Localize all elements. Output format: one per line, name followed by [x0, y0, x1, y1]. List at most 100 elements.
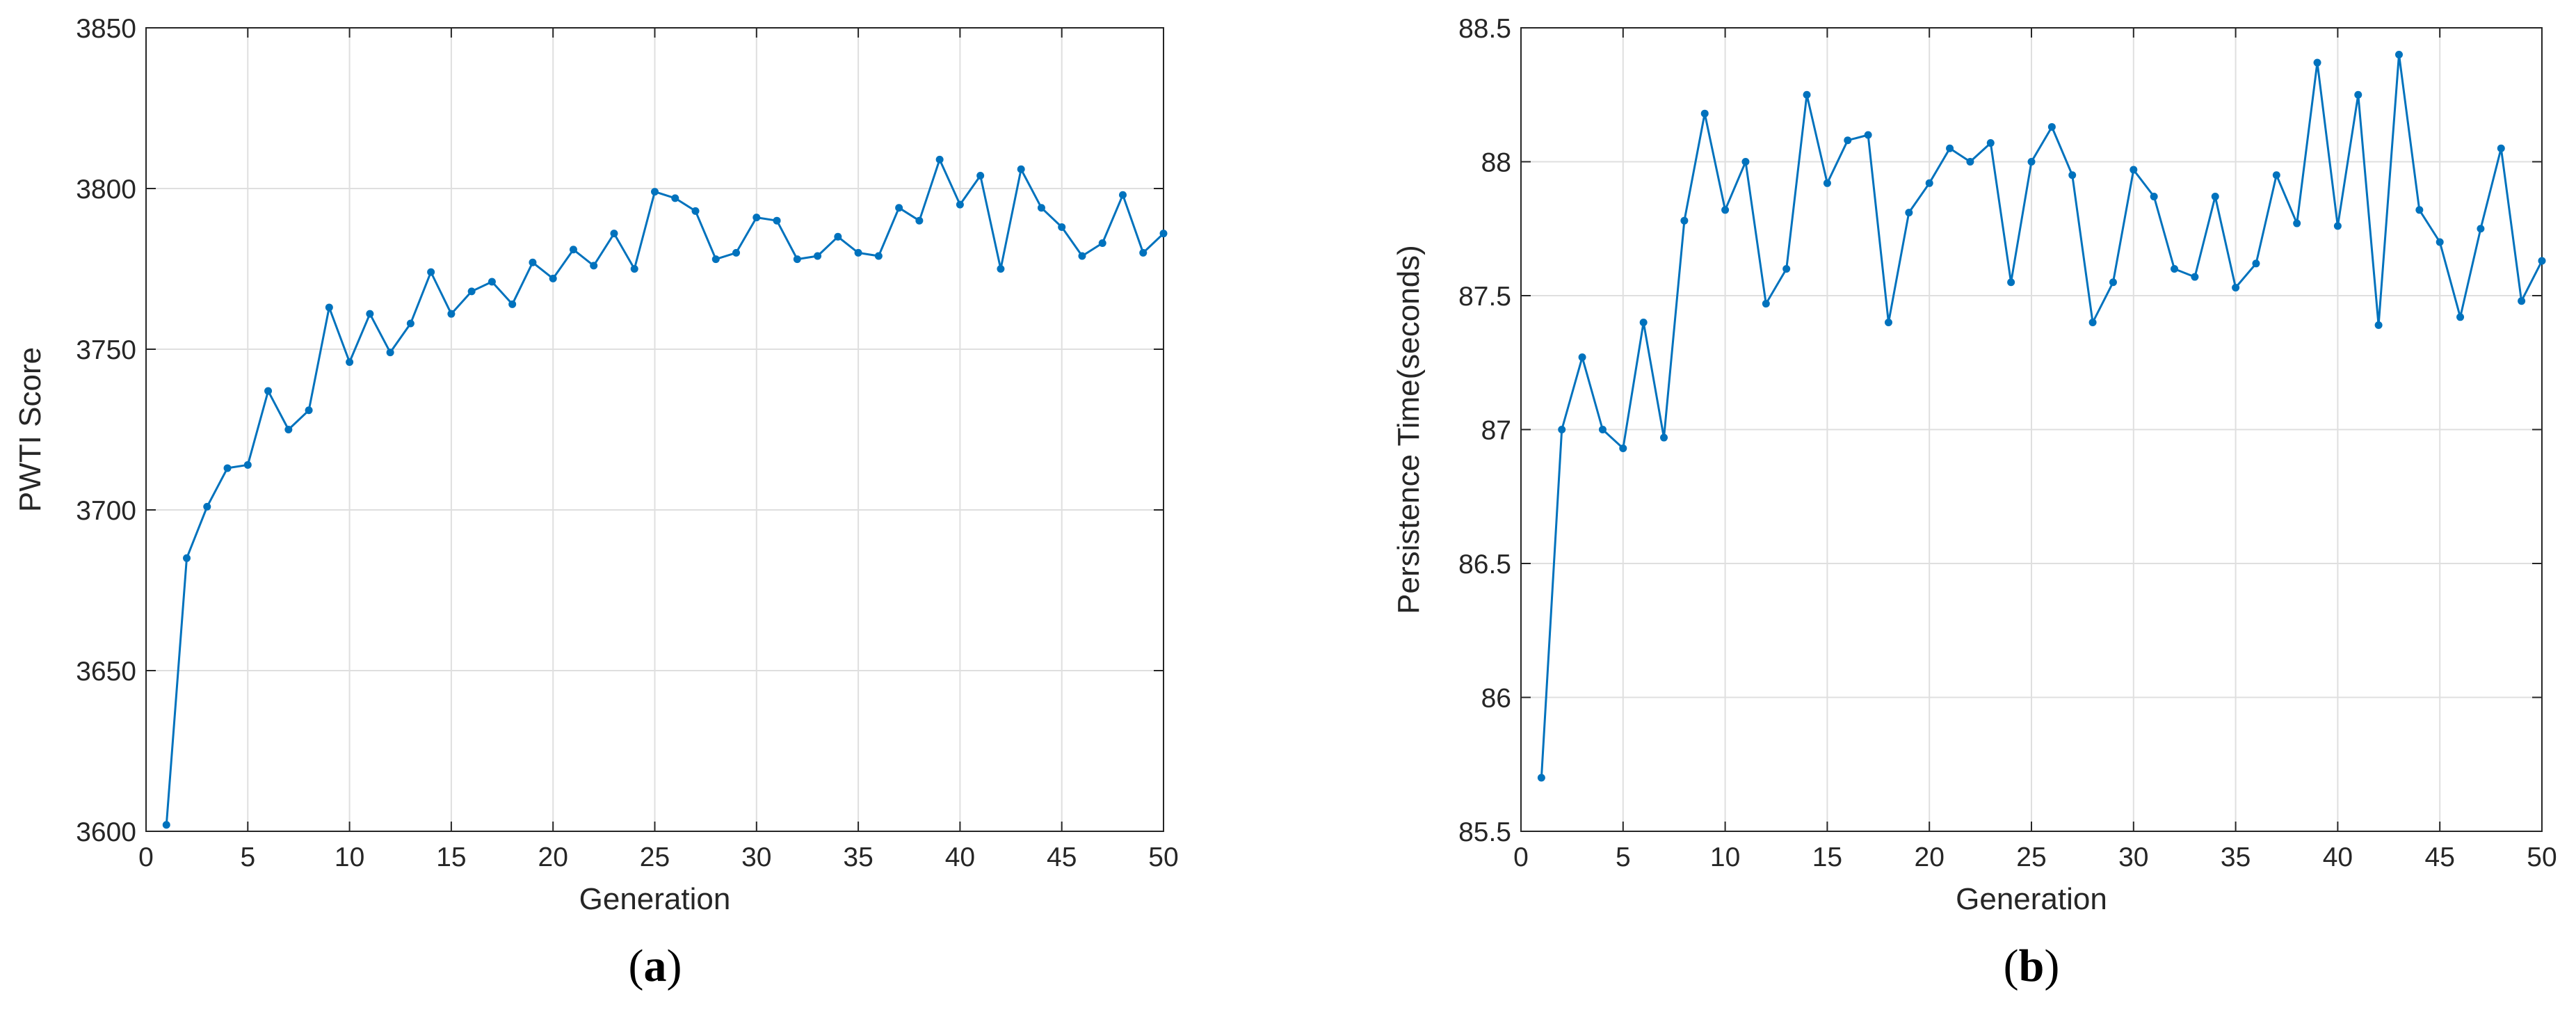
chart-b-y-tick-label-6: 88.5 — [1458, 14, 1511, 44]
chart-b-data-point-37 — [2272, 171, 2280, 179]
chart-b-x-tick-label-2: 10 — [1710, 842, 1740, 872]
chart-a-panel-label: (a) — [629, 941, 682, 991]
chart-a-data-point-25 — [651, 188, 659, 196]
chart-a-data-point-48 — [1118, 191, 1127, 199]
chart-b-data-point-28 — [2088, 319, 2097, 326]
chart-a-data-point-47 — [1098, 239, 1106, 248]
chart-a-y-tick-label-4: 3800 — [76, 175, 136, 205]
chart-a-x-tick-label-3: 15 — [436, 842, 466, 872]
chart-b-y-tick-label-4: 87.5 — [1458, 282, 1511, 312]
chart-a-x-tick-label-9: 45 — [1047, 842, 1077, 872]
chart-b-data-point-45 — [2436, 238, 2444, 246]
chart-a-x-tick-label-2: 10 — [335, 842, 364, 872]
chart-a-data-point-50 — [1159, 230, 1168, 238]
chart-b-data-point-39 — [2313, 58, 2321, 67]
chart-b-data-point-10 — [1721, 206, 1730, 214]
chart-b-y-axis-label: Persistence Time(seconds) — [1392, 245, 1426, 614]
chart-a-data-point-17 — [488, 278, 496, 286]
chart-a-data-point-12 — [386, 349, 394, 357]
chart-b-data-point-22 — [1966, 158, 1974, 166]
chart-b-data-point-27 — [2068, 171, 2077, 179]
chart-a-data-point-22 — [590, 262, 598, 270]
chart-b-data-point-8 — [1680, 216, 1689, 225]
chart-a-data-point-10 — [346, 358, 354, 366]
chart-b-persistence-time: 0 5 10 15 20 25 30 35 40 45 50 85.5 86 86.5 87 87.5 88 88… — [1392, 14, 2557, 991]
chart-a-x-axis-label: Generation — [579, 882, 731, 916]
chart-b-data-point-50 — [2538, 257, 2546, 265]
chart-a-data-point-42 — [997, 265, 1005, 273]
chart-a-pwti-score: 0 5 10 15 20 25 30 35 40 45 50 3600 3650 3700 3750 3800… — [13, 14, 1179, 991]
chart-a-data-point-49 — [1139, 248, 1148, 257]
chart-a-data-point-20 — [549, 274, 557, 282]
chart-a-data-point-41 — [976, 172, 985, 180]
chart-b-y-tick-label-3: 87 — [1481, 416, 1511, 446]
chart-b-data-point-1 — [1537, 774, 1545, 782]
chart-a-y-axis-label: PWTI Score — [13, 347, 47, 512]
chart-a-x-tick-label-5: 25 — [640, 842, 670, 872]
chart-b-x-tick-label-0: 0 — [1513, 842, 1529, 872]
chart-b-x-tick-label-5: 25 — [2016, 842, 2046, 872]
chart-a-data-point-28 — [711, 255, 720, 264]
chart-b-x-tick-label-6: 30 — [2118, 842, 2148, 872]
chart-a-data-point-44 — [1037, 204, 1045, 212]
chart-a-data-point-34 — [834, 232, 842, 241]
chart-a-data-point-15 — [447, 310, 456, 318]
chart-b-data-point-46 — [2456, 313, 2465, 321]
chart-a-data-point-13 — [406, 319, 414, 328]
chart-a-data-point-14 — [427, 268, 435, 276]
chart-a-x-tick-label-7: 35 — [843, 842, 873, 872]
chart-a-data-point-46 — [1078, 252, 1086, 260]
chart-a-data-point-43 — [1017, 165, 1025, 173]
chart-b-data-point-36 — [2252, 259, 2260, 268]
chart-a-series-line-0 — [165, 158, 1165, 825]
chart-b-data-point-32 — [2171, 265, 2179, 273]
chart-a-data-point-39 — [935, 155, 944, 163]
chart-b-data-point-21 — [1946, 144, 1954, 152]
chart-b-data-point-49 — [2518, 297, 2526, 305]
chart-a-data-point-30 — [752, 214, 761, 222]
chart-a-data-point-19 — [529, 258, 537, 266]
chart-a-data-point-37 — [895, 204, 903, 212]
chart-a-x-tick-label-10: 50 — [1148, 842, 1178, 872]
chart-b-data-point-15 — [1823, 179, 1831, 187]
chart-b-data-point-18 — [1884, 319, 1892, 326]
chart-a-data-point-23 — [610, 230, 618, 238]
chart-a-x-tick-label-8: 40 — [945, 842, 975, 872]
chart-b-data-point-33 — [2191, 273, 2199, 281]
chart-b-x-tick-label-9: 45 — [2425, 842, 2455, 872]
chart-a-data-point-1 — [162, 821, 170, 829]
chart-b-series-line-0 — [1540, 54, 2543, 778]
chart-b-data-point-9 — [1700, 109, 1709, 118]
chart-b-data-point-16 — [1844, 136, 1852, 145]
chart-a-data-point-29 — [732, 248, 741, 257]
chart-b-data-point-11 — [1741, 158, 1750, 166]
chart-b-panel-label: (b) — [2004, 941, 2060, 991]
chart-a-data-point-33 — [814, 252, 822, 260]
chart-a-y-tick-label-1: 3650 — [76, 657, 136, 687]
chart-b-data-point-25 — [2027, 158, 2036, 166]
chart-b-data-point-14 — [1803, 90, 1811, 99]
chart-b-data-point-26 — [2047, 122, 2056, 131]
chart-a-data-point-35 — [854, 248, 862, 257]
chart-b-x-tick-label-3: 15 — [1812, 842, 1842, 872]
chart-a-data-point-27 — [691, 207, 700, 215]
chart-b-data-point-2 — [1558, 426, 1566, 433]
chart-b-y-tick-label-5: 88 — [1481, 148, 1511, 178]
chart-a-data-point-7 — [284, 426, 293, 433]
chart-b-data-point-29 — [2109, 278, 2117, 287]
chart-b-x-tick-label-1: 5 — [1616, 842, 1631, 872]
chart-b-data-point-44 — [2415, 206, 2424, 214]
chart-b-data-point-48 — [2497, 144, 2505, 152]
chart-b-data-point-5 — [1619, 444, 1627, 452]
chart-b-data-point-20 — [1925, 179, 1933, 187]
chart-a-data-point-4 — [223, 464, 232, 472]
chart-a-x-tick-label-1: 5 — [240, 842, 255, 872]
chart-a-x-tick-label-6: 30 — [741, 842, 771, 872]
chart-b-data-point-3 — [1578, 353, 1586, 362]
chart-a-data-point-32 — [793, 255, 801, 264]
chart-a-data-point-9 — [325, 303, 333, 312]
chart-a-y-tick-label-5: 3850 — [76, 14, 136, 44]
chart-a-y-tick-label-0: 3600 — [76, 817, 136, 847]
chart-a-data-point-31 — [773, 216, 781, 225]
